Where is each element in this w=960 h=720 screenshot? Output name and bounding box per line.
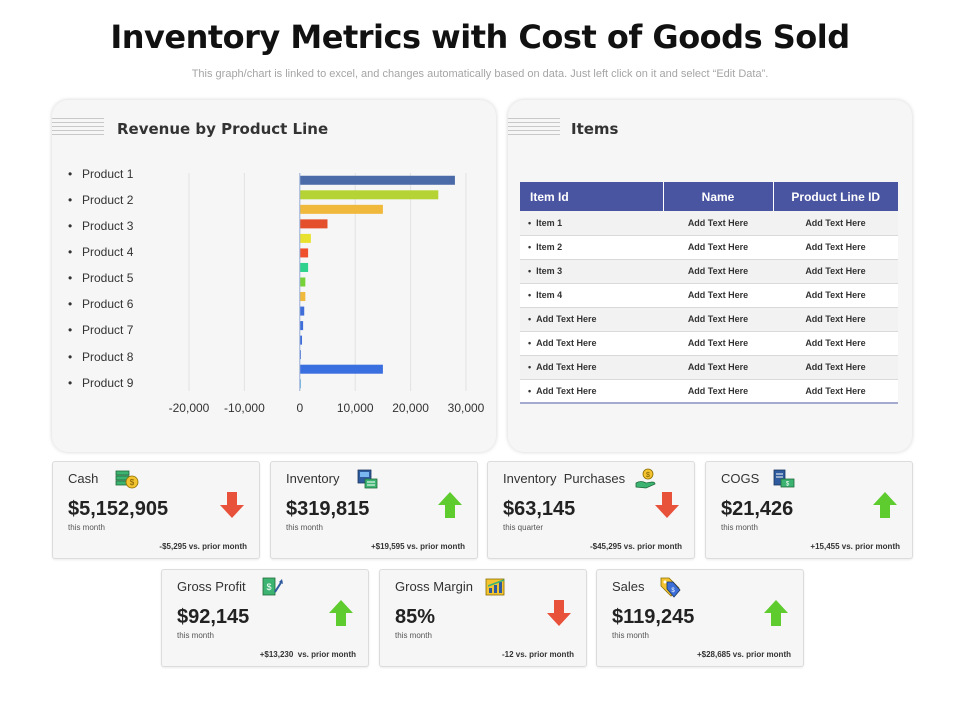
cogs-icon: $ xyxy=(773,469,795,488)
svg-text:$: $ xyxy=(646,472,650,479)
trend-up-arrow-icon xyxy=(873,492,897,518)
legend-item: • Product 4 xyxy=(68,245,134,259)
legend-item: • Product 8 xyxy=(68,350,134,364)
cash-icon: $ xyxy=(115,470,139,489)
kpi-card-sales: Sales $ $119,245 this month +$28,685 vs.… xyxy=(596,569,804,667)
table-row: • Item 3 Add Text Here Add Text Here xyxy=(520,259,898,284)
bar xyxy=(299,292,306,302)
bar xyxy=(299,335,303,345)
kpi-card-inventory: Inventory $319,815 this month +$19,595 v… xyxy=(270,461,478,559)
x-tick-label: -10,000 xyxy=(224,401,265,415)
bar xyxy=(299,233,311,243)
purchases-icon: $ xyxy=(635,468,656,489)
legend-item: • Product 1 xyxy=(68,167,134,181)
chart-panel-title: Revenue by Product Line xyxy=(117,120,329,138)
x-tick-label: 20,000 xyxy=(392,401,429,415)
bar xyxy=(299,262,309,272)
svg-text:$: $ xyxy=(266,582,271,592)
kpi-card-gross-profit: Gross Profit $ $92,145 this month +$13,2… xyxy=(161,569,369,667)
table-row: • Item 2 Add Text Here Add Text Here xyxy=(520,235,898,260)
table-row: • Add Text Here Add Text Here Add Text Her… xyxy=(520,307,898,332)
items-table: Item Id Name Product Line ID • Item 1 Add… xyxy=(520,182,898,404)
page-subtitle: This graph/chart is linked to excel, and… xyxy=(191,68,769,80)
bar xyxy=(299,204,383,214)
x-tick-label: -20,000 xyxy=(169,401,210,415)
bar xyxy=(299,277,306,287)
x-tick-label: 30,000 xyxy=(448,401,485,415)
svg-text:$: $ xyxy=(671,588,675,594)
items-panel-title: Items xyxy=(571,120,619,138)
column-header-product-line-id: Product Line ID xyxy=(773,182,898,211)
table-row: • Add Text Here Add Text Here Add Text Her… xyxy=(520,355,898,380)
svg-text:$: $ xyxy=(786,482,790,488)
revenue-bar-chart: -20,000 -10,000 0 10,000 20,000 30,000 xyxy=(169,173,485,415)
trend-down-arrow-icon xyxy=(655,492,679,518)
gross-profit-icon: $ xyxy=(262,577,283,596)
gross-margin-icon xyxy=(485,578,505,596)
page-title: Inventory Metrics with Cost of Goods Sol… xyxy=(110,18,850,56)
panel-stripes-decoration xyxy=(52,118,104,138)
legend-item: • Product 9 xyxy=(68,376,134,390)
revenue-chart-panel xyxy=(52,100,496,452)
legend-item: • Product 3 xyxy=(68,219,134,233)
legend-item: • Product 2 xyxy=(68,193,134,207)
trend-up-arrow-icon xyxy=(764,600,788,626)
table-row: • Add Text Here Add Text Here Add Text Her… xyxy=(520,379,898,404)
bar xyxy=(299,248,309,258)
x-tick-label: 10,000 xyxy=(337,401,374,415)
trend-up-arrow-icon xyxy=(329,600,353,626)
x-tick-label: 0 xyxy=(296,401,303,415)
bar xyxy=(299,219,328,229)
table-row: • Add Text Here Add Text Here Add Text Her… xyxy=(520,331,898,356)
bar xyxy=(299,306,305,316)
bar xyxy=(299,175,455,185)
trend-down-arrow-icon xyxy=(220,492,244,518)
bar xyxy=(299,190,439,200)
bar xyxy=(299,321,304,331)
sales-icon: $ xyxy=(660,577,681,598)
bar xyxy=(299,350,301,360)
kpi-card-cash: Cash $ $5,152,905 this month -$5,295 vs.… xyxy=(52,461,260,559)
table-row: • Item 4 Add Text Here Add Text Here xyxy=(520,283,898,308)
svg-text:$: $ xyxy=(130,478,135,487)
kpi-card-cogs: COGS $ $21,426 this month +15,455 vs. pr… xyxy=(705,461,913,559)
legend-item: • Product 7 xyxy=(68,323,134,337)
kpi-card-inventory-purchases: Inventory Purchases $ $63,145 this quart… xyxy=(487,461,695,559)
kpi-card-gross-margin: Gross Margin 85% this month -12 vs. prio… xyxy=(379,569,587,667)
legend-item: • Product 5 xyxy=(68,271,134,285)
bar xyxy=(299,364,383,374)
trend-down-arrow-icon xyxy=(547,600,571,626)
legend-item: • Product 6 xyxy=(68,297,134,311)
column-header-name: Name xyxy=(663,182,774,211)
column-header-item-id: Item Id xyxy=(520,182,664,211)
trend-up-arrow-icon xyxy=(438,492,462,518)
table-row: • Item 1 Add Text Here Add Text Here xyxy=(520,211,898,236)
panel-stripes-decoration xyxy=(508,118,560,138)
inventory-icon xyxy=(357,469,378,489)
